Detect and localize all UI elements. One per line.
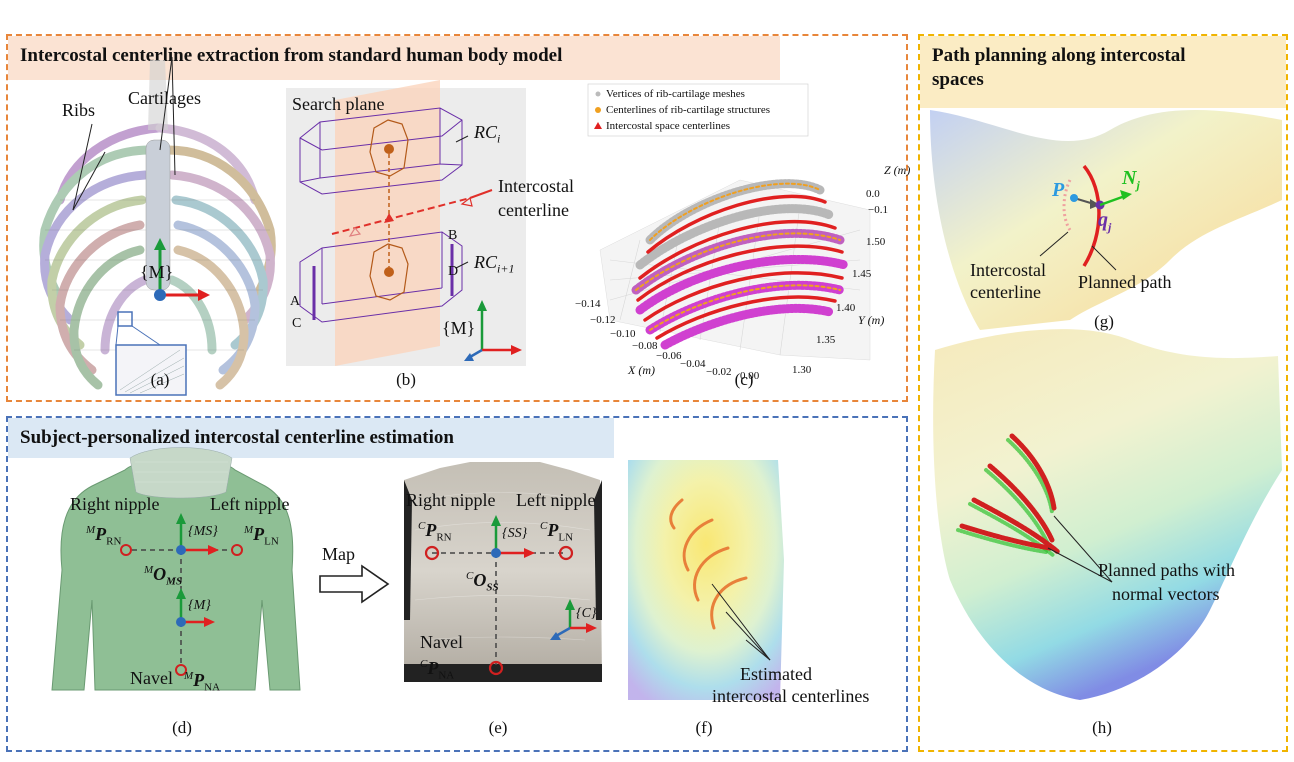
panel-e-c-frame: {C} bbox=[576, 606, 597, 621]
panel-c-legend-vertices: Vertices of rib-cartilage meshes bbox=[606, 88, 745, 100]
panel-b-search-plane-label: Search plane bbox=[292, 94, 385, 114]
panel-c-ylabel: Y (m) bbox=[858, 313, 885, 327]
panel-d-o-ms: MOMS bbox=[144, 564, 183, 588]
panel-e-p-rn: CPRN bbox=[418, 520, 452, 544]
panel-d-p-ln: MPLN bbox=[244, 524, 279, 548]
panel-c-x-tick-6: −0.02 bbox=[706, 366, 732, 378]
panel-e-p-na: CPNA bbox=[420, 658, 455, 682]
panel-a-caption: (a) bbox=[150, 370, 170, 389]
panel-g-n-label: Nj bbox=[1122, 167, 1140, 192]
section-top-frame bbox=[6, 34, 908, 402]
panel-c-x-tick-1: −0.12 bbox=[590, 314, 616, 326]
panel-b-vertex-a: A bbox=[290, 294, 301, 309]
panel-d-ms-frame: {MS} bbox=[188, 524, 218, 539]
panel-d-left-nipple: Left nipple bbox=[210, 494, 290, 514]
panel-c-z-tick-1: 0.0 bbox=[866, 188, 880, 200]
panel-b-centerline-label: centerline bbox=[498, 200, 569, 220]
panel-c-y-tick-4: 1.50 bbox=[866, 236, 886, 248]
panel-c-legend-centerlines: Centerlines of rib-cartilage structures bbox=[606, 104, 771, 116]
panel-d-p-rn: MPRN bbox=[86, 524, 122, 548]
panel-g-caption: (g) bbox=[1094, 312, 1114, 331]
panel-c-x-tick-2: −0.10 bbox=[610, 328, 636, 340]
panel-e-navel: Navel bbox=[420, 632, 463, 652]
panel-d-caption: (d) bbox=[172, 718, 192, 737]
panel-b-rc-i1-label: RCi+1 bbox=[474, 252, 515, 276]
section-right-title-line2: spaces bbox=[932, 69, 984, 90]
panel-c-x-tick-4: −0.06 bbox=[656, 350, 682, 362]
panel-d-right-nipple: Right nipple bbox=[70, 494, 160, 514]
panel-d-navel: Navel bbox=[130, 668, 173, 688]
panel-f-label-line2: intercostal centerlines bbox=[712, 686, 870, 706]
panel-e-caption: (e) bbox=[488, 718, 508, 737]
panel-b-vertex-d: D bbox=[448, 264, 459, 279]
panel-c-x-tick-0: −0.14 bbox=[575, 298, 601, 310]
panel-b-rc-i-label: RCi bbox=[474, 122, 501, 146]
panel-h-caption: (h) bbox=[1092, 718, 1112, 737]
panel-h-label-line2: normal vectors bbox=[1112, 584, 1220, 604]
panel-c-x-tick-3: −0.08 bbox=[632, 340, 658, 352]
panel-c-y-tick-3: 1.45 bbox=[852, 268, 872, 280]
panel-g-p-label: P bbox=[1052, 179, 1065, 201]
panel-c-y-tick-0: 1.30 bbox=[792, 364, 812, 376]
panel-b-caption: (b) bbox=[396, 370, 416, 389]
panel-h-label-line1: Planned paths with bbox=[1098, 560, 1235, 580]
panel-c-y-tick-2: 1.40 bbox=[836, 302, 856, 314]
panel-g-planned-path: Planned path bbox=[1078, 272, 1172, 292]
panel-c-zlabel: Z (m) bbox=[884, 163, 911, 177]
panel-a-ribs-label: Ribs bbox=[62, 100, 96, 120]
panel-g-intercostal: Intercostal bbox=[970, 260, 1046, 280]
panel-a-cartilages-label: Cartilages bbox=[128, 88, 201, 108]
section-bottom-title: Subject-personalized intercostal centerl… bbox=[8, 418, 614, 458]
panel-c-y-tick-1: 1.35 bbox=[816, 334, 836, 346]
section-bottom-frame bbox=[6, 416, 908, 752]
panel-b-vertex-c: C bbox=[292, 316, 302, 331]
panel-d-p-na: MPNA bbox=[184, 670, 221, 694]
panel-e-ss-frame: {SS} bbox=[502, 526, 528, 541]
panel-g-q-label: qj bbox=[1098, 209, 1112, 234]
panel-b-intercostal-label: Intercostal bbox=[498, 176, 574, 196]
panel-c-x-tick-5: −0.04 bbox=[680, 358, 706, 370]
panel-b-frame-label: {M} bbox=[442, 318, 476, 338]
panel-b-vertex-b: B bbox=[448, 228, 458, 243]
section-right-title-line1: Path planning along intercostal bbox=[932, 45, 1186, 66]
panel-c-legend-intercostal: Intercostal space centerlines bbox=[606, 120, 730, 132]
panel-g-centerline: centerline bbox=[970, 282, 1041, 302]
section-right-frame bbox=[918, 34, 1288, 752]
panel-c-z-tick-0: −0.1 bbox=[868, 204, 888, 216]
panel-e-left-nipple: Left nipple bbox=[516, 490, 596, 510]
panel-c-caption: (c) bbox=[734, 370, 754, 389]
panel-c-x-tick-7: 0.00 bbox=[740, 370, 760, 382]
panel-e-o-ss: COSS bbox=[466, 570, 499, 594]
panel-a-frame-label: {M} bbox=[140, 262, 174, 282]
panel-d-m-frame: {M} bbox=[188, 598, 211, 613]
panel-f-caption: (f) bbox=[695, 718, 713, 737]
map-label: Map bbox=[322, 544, 355, 564]
panel-e-p-ln: CPLN bbox=[540, 520, 574, 544]
panel-f-label-line1: Estimated bbox=[740, 664, 812, 684]
panel-e-right-nipple: Right nipple bbox=[406, 490, 496, 510]
section-right-title: Path planning along intercostal spaces bbox=[920, 36, 1286, 108]
panel-c-xlabel: X (m) bbox=[628, 363, 655, 377]
